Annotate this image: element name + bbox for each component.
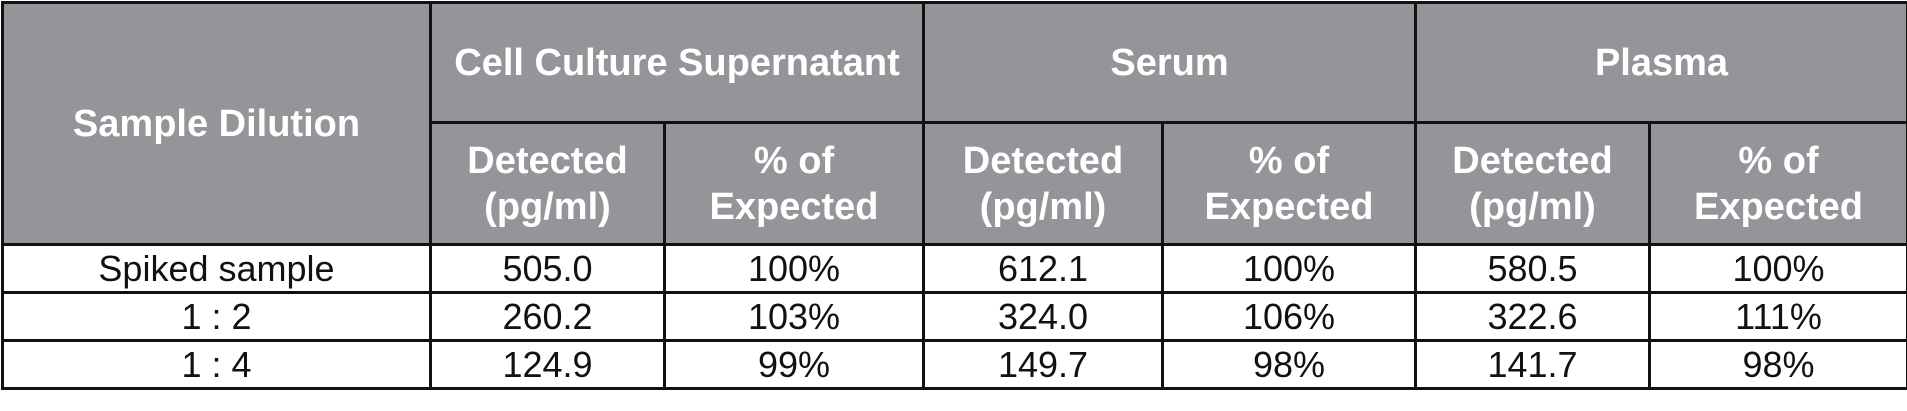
cell: 100% xyxy=(1163,245,1416,293)
group-header: Plasma xyxy=(1416,3,1907,123)
row-label: 1 : 4 xyxy=(3,341,431,389)
cell: 98% xyxy=(1163,341,1416,389)
row-label: Spiked sample xyxy=(3,245,431,293)
cell: 103% xyxy=(665,293,924,341)
cell: 100% xyxy=(1650,245,1907,293)
cell: 98% xyxy=(1650,341,1907,389)
subheader: % of Expected xyxy=(1650,123,1907,245)
group-header: Serum xyxy=(924,3,1416,123)
header-row: Sample Dilution Cell Culture Supernatant… xyxy=(3,3,1907,123)
cell: 322.6 xyxy=(1416,293,1650,341)
subheader: Detected (pg/ml) xyxy=(924,123,1163,245)
corner-header: Sample Dilution xyxy=(3,3,431,245)
cell: 99% xyxy=(665,341,924,389)
row-label: 1 : 2 xyxy=(3,293,431,341)
group-header: Cell Culture Supernatant xyxy=(431,3,924,123)
cell: 612.1 xyxy=(924,245,1163,293)
cell: 260.2 xyxy=(431,293,665,341)
cell: 124.9 xyxy=(431,341,665,389)
subheader: Detected (pg/ml) xyxy=(1416,123,1650,245)
cell: 111% xyxy=(1650,293,1907,341)
cell: 324.0 xyxy=(924,293,1163,341)
subheader: Detected (pg/ml) xyxy=(431,123,665,245)
subheader: % of Expected xyxy=(1163,123,1416,245)
subheader: % of Expected xyxy=(665,123,924,245)
cell: 580.5 xyxy=(1416,245,1650,293)
cell: 505.0 xyxy=(431,245,665,293)
cell: 149.7 xyxy=(924,341,1163,389)
cell: 106% xyxy=(1163,293,1416,341)
cell: 100% xyxy=(665,245,924,293)
cell: 141.7 xyxy=(1416,341,1650,389)
recovery-table: Sample Dilution Cell Culture Supernatant… xyxy=(1,1,1907,390)
